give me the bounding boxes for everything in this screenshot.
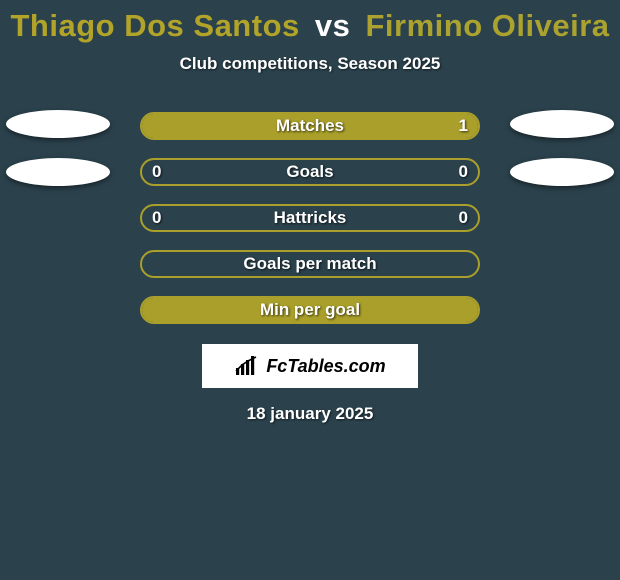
stat-bar: 0 Hattricks 0 (140, 204, 480, 232)
stat-label: Hattricks (274, 208, 347, 228)
stat-bar: Min per goal (140, 296, 480, 324)
stat-value-left: 0 (152, 160, 161, 184)
page-title: Thiago Dos Santos vs Firmino Oliveira (0, 0, 620, 44)
stat-row: Goals per match (0, 250, 620, 280)
stat-label: Goals per match (243, 254, 376, 274)
stat-bar: 0 Goals 0 (140, 158, 480, 186)
stat-row: 0 Goals 0 (0, 158, 620, 188)
stat-label: Goals (286, 162, 333, 182)
stat-rows: Matches 1 0 Goals 0 0 Hattricks 0 Goals per matc… (0, 112, 620, 326)
date-label: 18 january 2025 (0, 404, 620, 424)
player2-marker (510, 110, 614, 138)
stat-value-left: 0 (152, 206, 161, 230)
stat-bar: Goals per match (140, 250, 480, 278)
player1-marker (6, 158, 110, 186)
stat-row: Matches 1 (0, 112, 620, 142)
stat-row: 0 Hattricks 0 (0, 204, 620, 234)
stat-label: Min per goal (260, 300, 360, 320)
player1-marker (6, 110, 110, 138)
stat-value-right: 1 (459, 114, 468, 138)
stat-row: Min per goal (0, 296, 620, 326)
logo-text: FcTables.com (266, 356, 385, 377)
stat-bar: Matches 1 (140, 112, 480, 140)
subtitle: Club competitions, Season 2025 (0, 54, 620, 74)
player1-name: Thiago Dos Santos (11, 8, 300, 43)
comparison-card: Thiago Dos Santos vs Firmino Oliveira Cl… (0, 0, 620, 580)
player2-marker (510, 158, 614, 186)
stat-label: Matches (276, 116, 344, 136)
chart-icon (234, 355, 260, 377)
stat-value-right: 0 (459, 206, 468, 230)
player2-name: Firmino Oliveira (365, 8, 609, 43)
vs-label: vs (315, 8, 350, 43)
logo-box: FcTables.com (202, 344, 418, 388)
stat-value-right: 0 (459, 160, 468, 184)
